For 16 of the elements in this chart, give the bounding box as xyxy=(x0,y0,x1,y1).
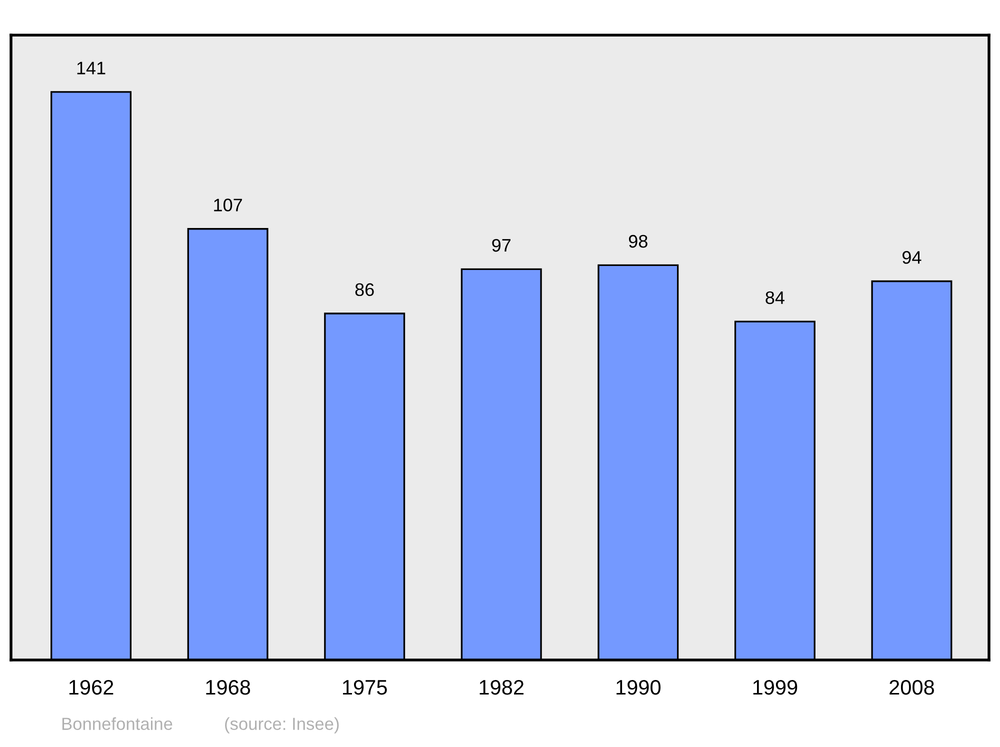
data-label: 107 xyxy=(214,198,242,212)
text: Bonnefontaine xyxy=(62,717,172,730)
data-label: 97 xyxy=(492,238,511,252)
data-label: 94 xyxy=(902,251,922,264)
x-tick-label: 1968 xyxy=(206,680,250,695)
data-label: 86 xyxy=(355,283,374,296)
data-label: 141 xyxy=(77,62,106,74)
x-tick-label: 1990 xyxy=(616,680,661,695)
x-tick-label: 1982 xyxy=(480,680,524,695)
x-tick-label: 1975 xyxy=(343,680,387,695)
x-tick-label: 1962 xyxy=(69,680,114,695)
text: (source: Insee) xyxy=(225,717,339,734)
x-tick-label: 2008 xyxy=(890,680,934,695)
data-label: 84 xyxy=(766,291,784,304)
data-label: 98 xyxy=(628,234,648,248)
x-tick-label: 1999 xyxy=(753,680,798,695)
